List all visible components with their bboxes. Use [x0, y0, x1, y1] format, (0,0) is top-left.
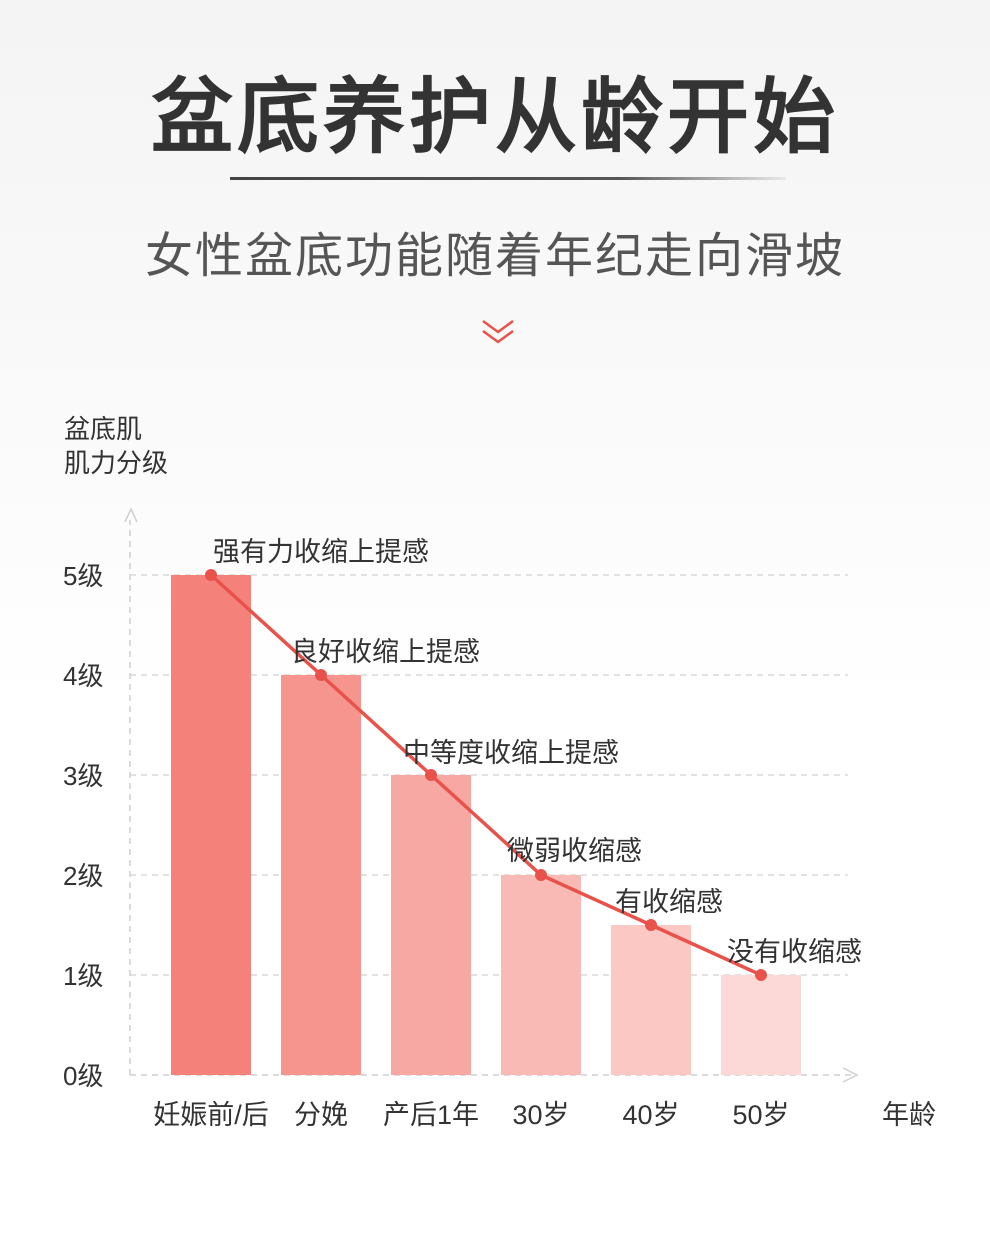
- data-label: 良好收缩上提感: [291, 637, 480, 667]
- page-subtitle: 女性盆底功能随着年纪走向滑坡: [144, 228, 845, 284]
- x-tick-label: 30岁: [512, 1100, 569, 1130]
- data-label: 中等度收缩上提感: [403, 738, 619, 768]
- y-axis-label: 肌力分级: [64, 448, 168, 478]
- y-axis-arrow-icon: [124, 507, 138, 523]
- x-tick-label: 妊娠前/后: [153, 1100, 269, 1130]
- x-tick-label: 产后1年: [383, 1100, 479, 1130]
- x-axis-arrow-icon: [842, 1067, 859, 1083]
- data-point: [645, 919, 657, 931]
- y-tick-label: 0级: [63, 1061, 103, 1091]
- x-tick-label: 分娩: [294, 1100, 348, 1130]
- series-line: [209, 573, 762, 977]
- bar: [611, 925, 691, 1075]
- data-point: [205, 569, 217, 581]
- bar: [501, 875, 581, 1075]
- page-title: 盆底养护从龄开始: [150, 70, 839, 165]
- bar: [171, 575, 251, 1075]
- x-axis-label: 年龄: [882, 1100, 936, 1130]
- data-point: [755, 969, 767, 981]
- data-label: 强有力收缩上提感: [213, 537, 429, 567]
- x-tick-label: 50岁: [732, 1100, 789, 1130]
- bar: [391, 775, 471, 1075]
- y-tick-label: 3级: [63, 761, 103, 791]
- data-label: 有收缩感: [615, 887, 723, 917]
- data-label: 没有收缩感: [727, 937, 862, 967]
- y-tick-label: 2级: [63, 861, 103, 891]
- data-point: [535, 869, 547, 881]
- title-divider: [230, 177, 786, 180]
- chevron-down-icon: [482, 319, 514, 344]
- y-tick-label: 4级: [63, 661, 103, 691]
- bar: [281, 675, 361, 1075]
- data-point: [425, 769, 437, 781]
- y-axis-label: 盆底肌: [64, 414, 142, 444]
- x-tick-label: 40岁: [622, 1100, 679, 1130]
- y-tick-label: 1级: [63, 961, 103, 991]
- y-tick-label: 5级: [63, 561, 103, 591]
- bar: [721, 975, 801, 1075]
- data-point: [315, 669, 327, 681]
- data-label: 微弱收缩感: [507, 836, 642, 866]
